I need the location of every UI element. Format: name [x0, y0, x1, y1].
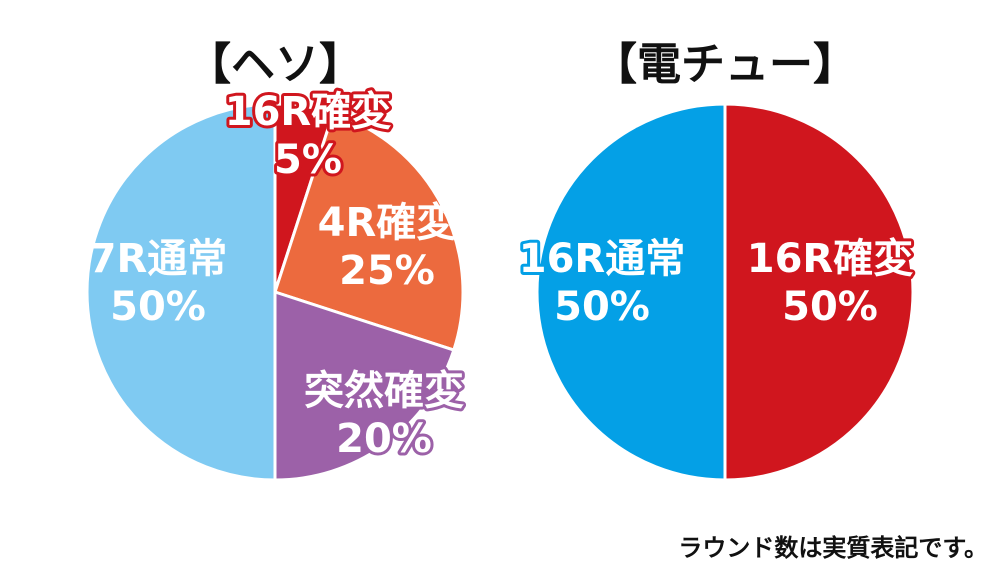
- footnote: ラウンド数は実質表記です。: [678, 534, 988, 562]
- pie-slice: [273, 290, 456, 482]
- pie-slice: [85, 102, 277, 482]
- pie-slice: [723, 102, 915, 482]
- slice-value-label: 20%: [336, 416, 432, 462]
- slice-label: 突然確変: [304, 368, 464, 414]
- slice-value-label: 25%: [339, 248, 435, 294]
- pie-slice: [535, 102, 727, 482]
- slice-label: 16R通常: [519, 236, 685, 282]
- slice-label: 16R確変: [747, 236, 913, 282]
- slice-value-label: 50%: [782, 284, 878, 330]
- slice-label: 16R確変: [225, 89, 391, 135]
- slice-label: 7R通常: [89, 236, 228, 282]
- slice-value-label: 50%: [110, 284, 206, 330]
- pie-slice: [273, 111, 465, 352]
- denchu-chart-title: 【電チュー】: [593, 39, 857, 90]
- slice-label: 4R確変: [318, 200, 457, 246]
- heso-chart-title: 【ヘソ】: [187, 39, 363, 90]
- slice-value-label: 5%: [274, 137, 342, 183]
- slice-value-label: 50%: [554, 284, 650, 330]
